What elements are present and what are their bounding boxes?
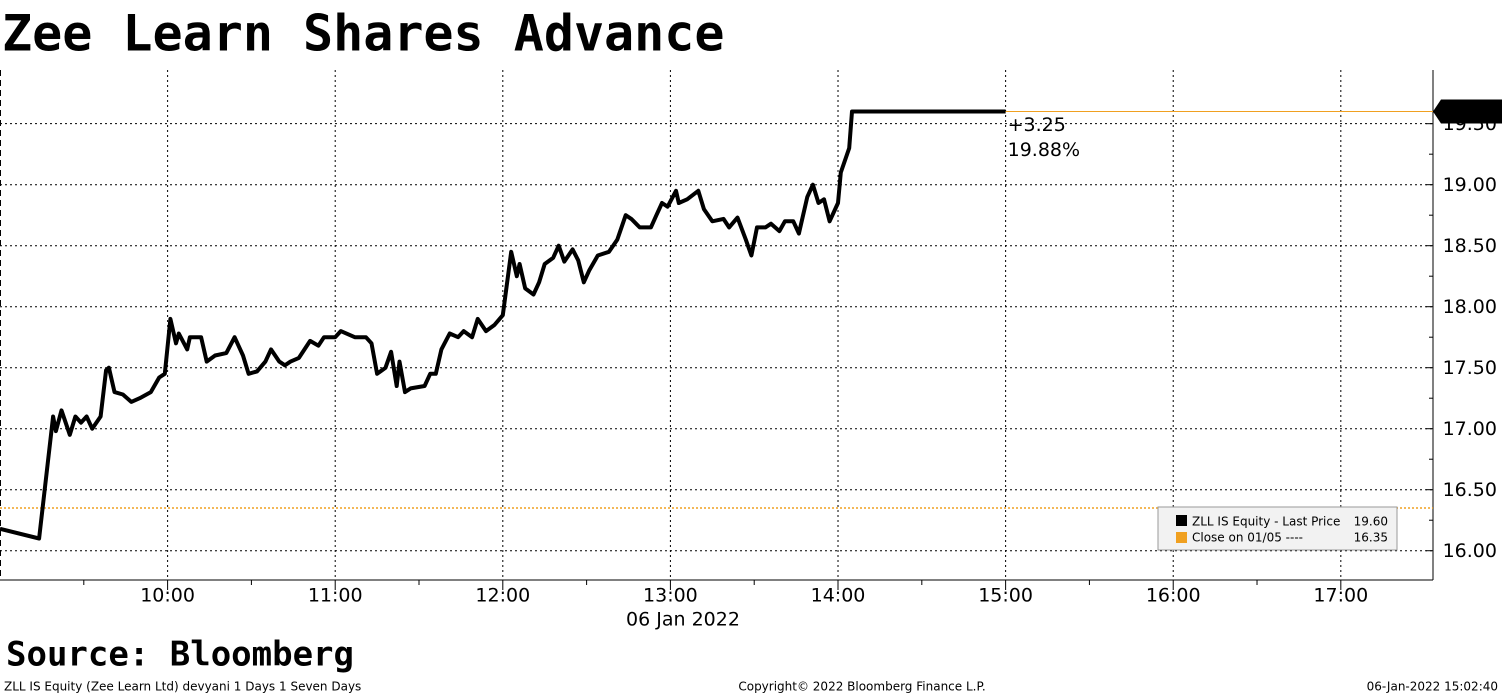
legend-swatch	[1176, 532, 1187, 543]
y-tick-label: 18.50	[1443, 235, 1497, 257]
footer-center: Copyright© 2022 Bloomberg Finance L.P.	[738, 680, 985, 694]
source: Source: Bloomberg	[6, 635, 354, 675]
y-tick-label: 16.00	[1443, 540, 1497, 562]
price-line	[0, 109, 1006, 541]
y-tick-label: 18.00	[1443, 296, 1497, 318]
footer-right: 06-Jan-2022 15:02:40	[1367, 680, 1498, 694]
y-tick-label: 17.50	[1443, 357, 1497, 379]
x-tick-label: 14:00	[811, 585, 866, 607]
last-price-badge	[1433, 99, 1502, 124]
last-price-label: 19.60	[1443, 101, 1497, 123]
legend-label: ZLL IS Equity - Last Price	[1192, 515, 1340, 529]
x-tick-label: 17:00	[1313, 585, 1368, 607]
x-tick-label: 10:00	[140, 585, 195, 607]
x-tick-label: 12:00	[475, 585, 530, 607]
annotation: +3.25	[1008, 114, 1066, 136]
x-axis-label: 06 Jan 2022	[626, 609, 740, 631]
footer-left: ZLL IS Equity (Zee Learn Ltd) devyani 1 …	[4, 680, 361, 694]
x-tick-label: 16:00	[1146, 585, 1201, 607]
y-tick-label: 17.00	[1443, 418, 1497, 440]
legend-label: Close on 01/05 ----	[1192, 531, 1303, 545]
legend-value: 16.35	[1354, 531, 1388, 545]
y-tick-label: 16.50	[1443, 479, 1497, 501]
chart-title: Zee Learn Shares Advance	[2, 5, 724, 63]
x-tick-label: 13:00	[643, 585, 698, 607]
annotation: 19.88%	[1008, 139, 1080, 161]
legend-box	[1157, 506, 1398, 551]
y-tick-label: 19.00	[1443, 174, 1497, 196]
x-tick-label: 15:00	[978, 585, 1033, 607]
legend-value: 19.60	[1354, 515, 1388, 529]
legend-swatch	[1176, 515, 1187, 526]
x-tick-label: 11:00	[308, 585, 363, 607]
